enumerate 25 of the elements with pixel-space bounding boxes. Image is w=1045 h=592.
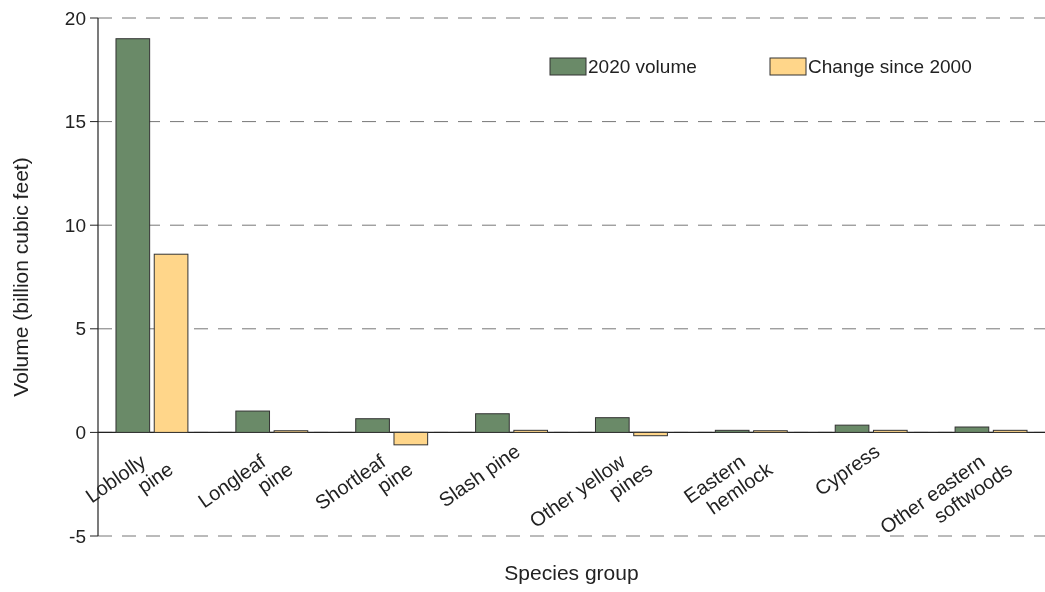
- bar: [115, 38, 151, 433]
- legend-label: Change since 2000: [808, 55, 972, 77]
- bar: [714, 429, 750, 433]
- legend-label: 2020 volume: [588, 55, 697, 77]
- bar: [872, 429, 908, 433]
- bar: [513, 429, 549, 433]
- bar: [594, 417, 630, 433]
- bar: [475, 413, 510, 433]
- x-tick-label: Slash pine: [434, 439, 524, 512]
- y-axis-title: Volume (billion cubic feet): [9, 157, 32, 397]
- y-tick-label: 20: [64, 7, 86, 29]
- y-tick-label: 15: [64, 111, 86, 133]
- bar: [633, 431, 668, 437]
- y-tick-label: 10: [64, 214, 86, 236]
- bar: [393, 431, 429, 446]
- y-tick-label: -5: [69, 525, 86, 547]
- x-axis-title: Species group: [504, 561, 639, 584]
- y-tick-label: 5: [75, 318, 86, 340]
- bar: [834, 424, 870, 433]
- bar: [954, 426, 990, 433]
- y-tick-label: 0: [75, 422, 86, 444]
- bar: [153, 253, 189, 433]
- bar: [992, 429, 1028, 433]
- bar: [355, 418, 390, 433]
- bar: [235, 410, 271, 433]
